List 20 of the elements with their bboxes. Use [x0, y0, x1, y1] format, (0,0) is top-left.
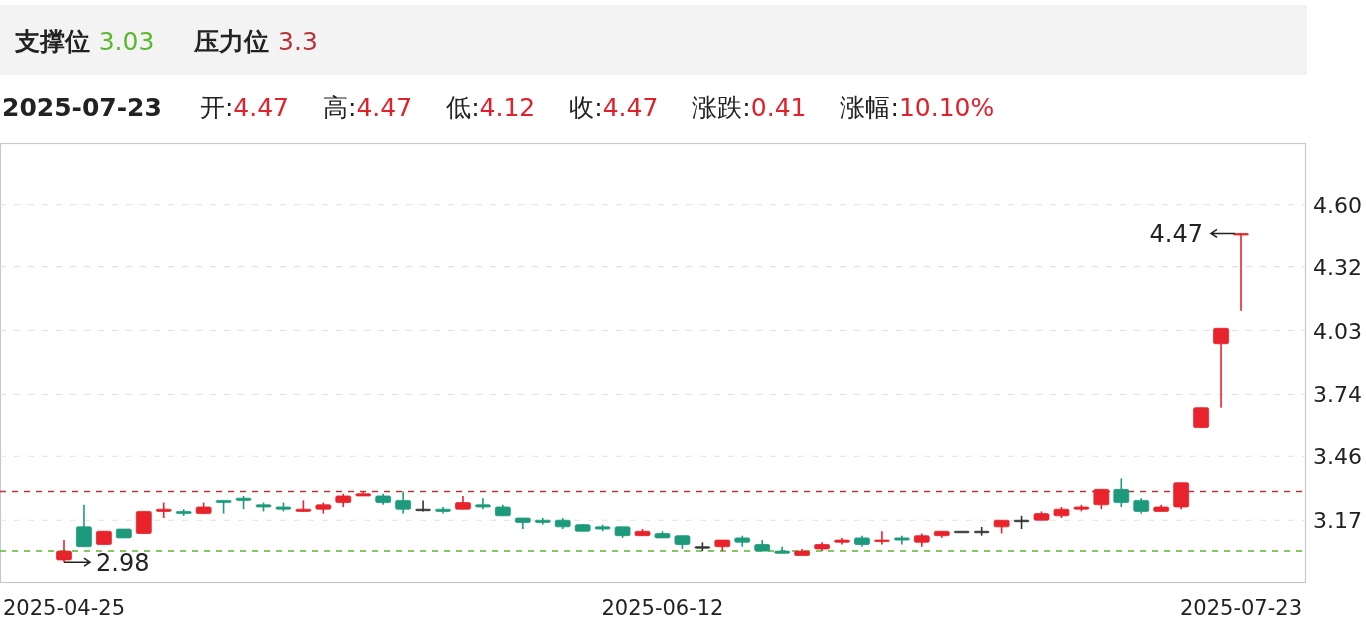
y-tick-label: 3.17 [1313, 508, 1362, 534]
text: 开:4.47 [199, 93, 290, 122]
y-tick-label: 4.03 [1313, 318, 1362, 344]
annotation: 4.47 [1149, 220, 1203, 249]
y-tick-label: 3.46 [1313, 444, 1362, 470]
text: 低:4.12 [446, 93, 536, 122]
text: 涨跌:0.41 [692, 93, 807, 122]
text: 高:4.47 [323, 93, 413, 122]
y-tick-label: 4.60 [1313, 192, 1362, 218]
y-tick-label: 3.74 [1313, 382, 1362, 408]
text: 涨幅:10.10% [840, 93, 995, 122]
annotation: 2.98 [96, 549, 150, 578]
text: 收:4.47 [569, 93, 659, 122]
x-tick-label: 2025-07-23 [1179, 596, 1303, 620]
text: 2025-07-23 [2, 93, 162, 122]
y-tick-label: 4.32 [1313, 254, 1362, 280]
text: 支撑位 3.03 [14, 27, 155, 56]
text: 压力位 3.3 [193, 27, 318, 56]
x-tick-label: 2025-04-25 [2, 596, 126, 620]
x-tick-label: 2025-06-12 [601, 596, 724, 620]
